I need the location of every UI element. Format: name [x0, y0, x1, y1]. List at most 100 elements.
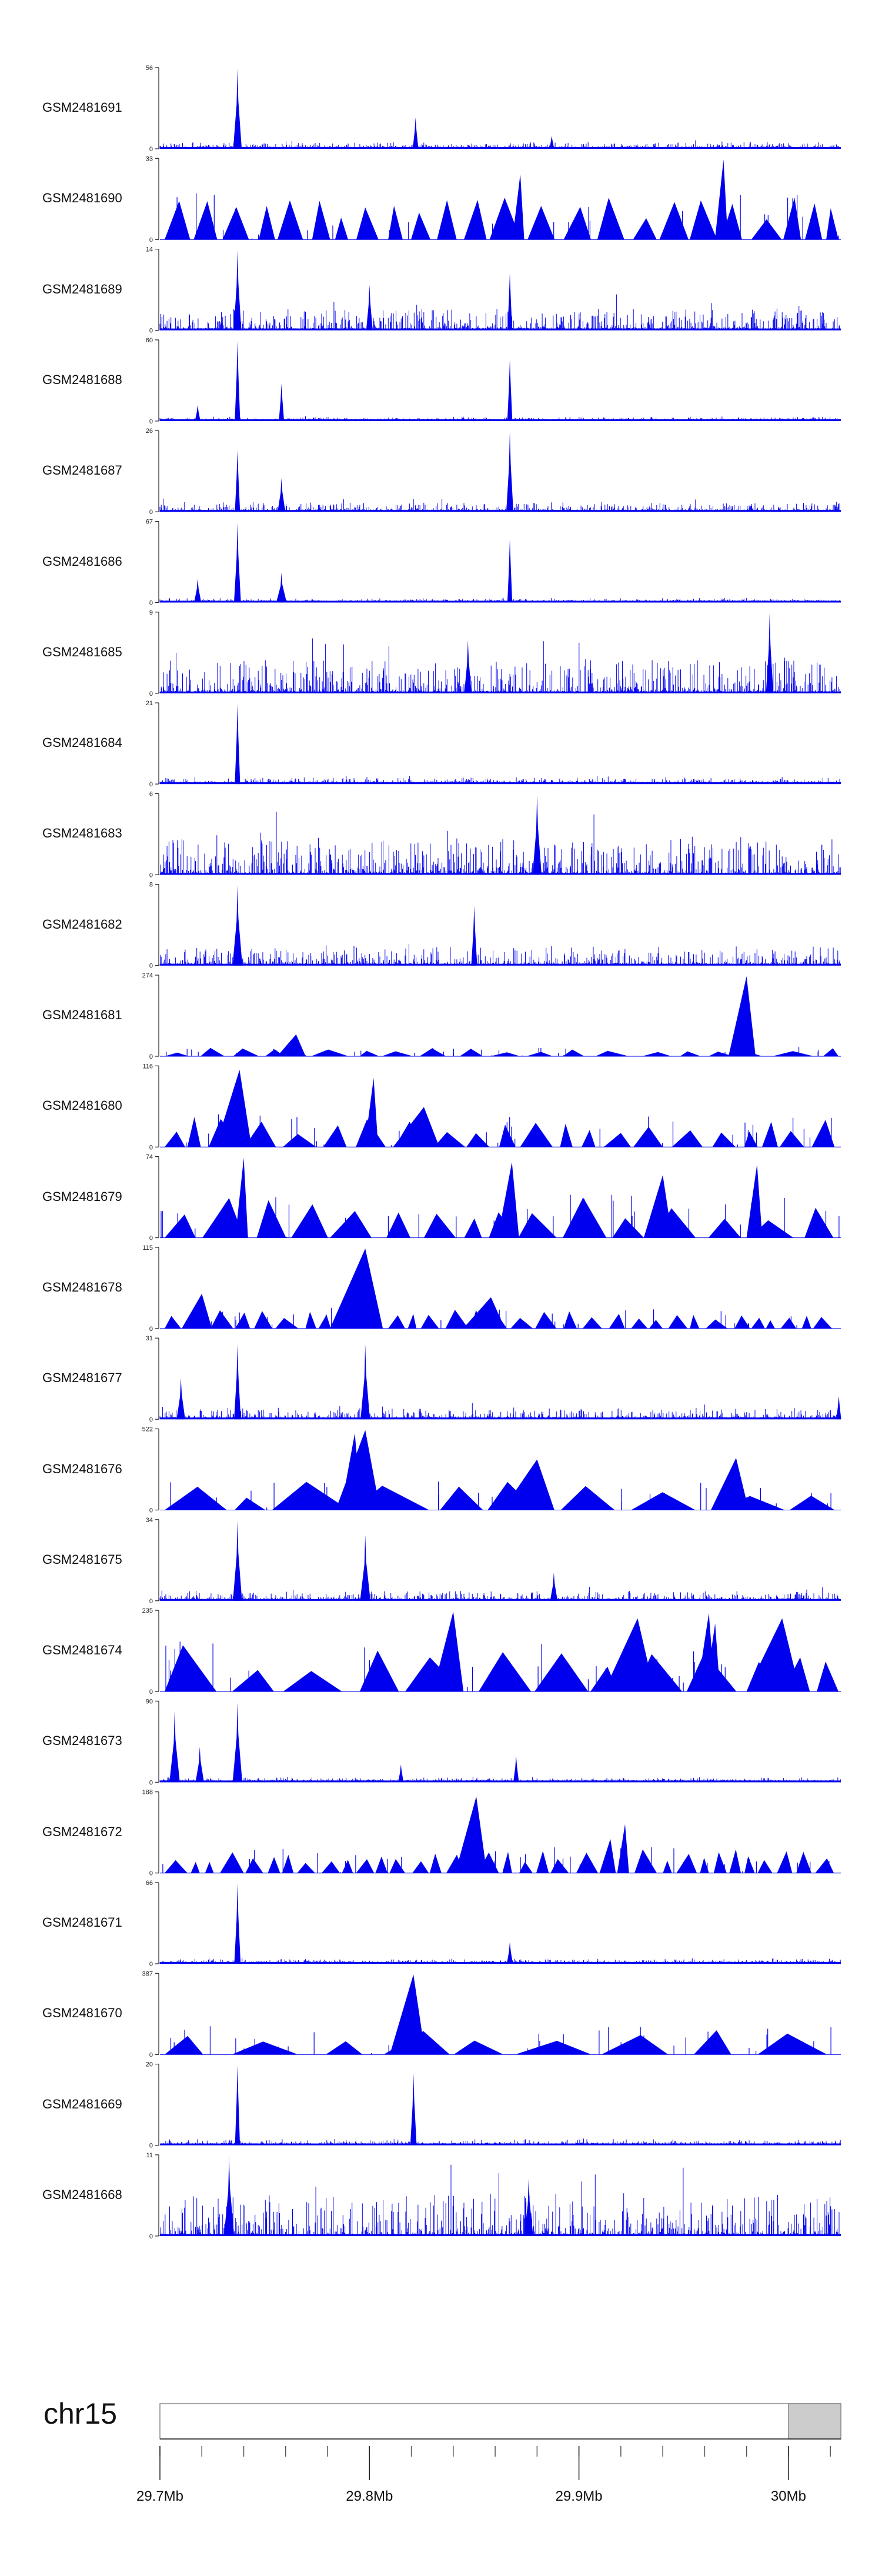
coverage-peak — [507, 359, 513, 421]
coverage-block — [693, 2030, 731, 2055]
coverage-peak — [340, 1433, 362, 1510]
track-GSM2481673: 90 0 — [146, 1698, 841, 1786]
coverage-block — [291, 1204, 328, 1238]
coverage-block — [597, 198, 624, 240]
coverage-peak — [233, 250, 242, 331]
coverage-baseline — [160, 963, 841, 966]
x-tick-label: 29.9Mb — [556, 2488, 603, 2504]
coverage-block — [690, 1314, 700, 1329]
track-label: GSM2481690 — [42, 191, 122, 206]
coverage-baseline — [160, 328, 841, 331]
y-max-label: 60 — [146, 337, 153, 344]
coverage-peak — [194, 578, 202, 603]
coverage-peak — [233, 522, 241, 603]
coverage-block — [796, 1851, 811, 1873]
coverage-block — [356, 207, 379, 240]
coverage-block — [233, 1048, 259, 1056]
coverage-block — [445, 1310, 469, 1329]
y-min-label: 0 — [149, 2143, 153, 2150]
track-label: GSM2481675 — [42, 1551, 122, 1567]
x-tick-label: 29.7Mb — [136, 2488, 183, 2504]
coverage-block — [534, 1653, 589, 1692]
track-label: GSM2481678 — [42, 1279, 122, 1294]
coverage-block — [193, 201, 218, 240]
coverage-peak — [617, 1824, 629, 1873]
y-min-label: 0 — [149, 1689, 153, 1696]
track-label: GSM2481669 — [42, 2096, 122, 2111]
coverage-spikes — [162, 1847, 830, 1873]
coverage-peak — [463, 1297, 505, 1329]
track-GSM2481669: 20 0 — [146, 2061, 841, 2150]
coverage-block — [757, 1860, 773, 1873]
coverage-baseline — [160, 419, 841, 421]
coverage-peak — [232, 1702, 243, 1783]
coverage-block — [318, 1314, 331, 1329]
y-min-label: 0 — [149, 963, 153, 970]
coverage-block — [601, 2035, 669, 2055]
coverage-peak — [643, 1175, 673, 1238]
coverage-peak — [599, 1838, 616, 1873]
coverage-peak — [330, 1248, 383, 1329]
coverage-peak — [532, 795, 542, 875]
track-label: GSM2481670 — [42, 2006, 122, 2021]
coverage-peak — [412, 117, 419, 149]
coverage-peak — [234, 1344, 241, 1420]
track-GSM2481671: 66 0 — [146, 1880, 841, 1968]
coverage-block — [805, 203, 823, 240]
coverage-block — [453, 2040, 504, 2055]
coverage-spikes — [159, 944, 841, 966]
coverage-block — [490, 1052, 520, 1056]
coverage-block — [563, 206, 591, 240]
track-GSM2481689: 14 0 — [146, 246, 841, 335]
y-min-label: 0 — [149, 2233, 153, 2240]
track-GSM2481686: 67 0 — [146, 519, 841, 607]
coverage-block — [191, 1861, 200, 1873]
y-max-label: 235 — [142, 1607, 153, 1614]
coverage-peak — [836, 1396, 841, 1420]
y-min-label: 0 — [149, 1870, 153, 1877]
coverage-block — [275, 1318, 299, 1329]
coverage-peak — [550, 1572, 558, 1601]
coverage-block — [411, 212, 430, 240]
coverage-block — [434, 1132, 466, 1147]
coverage-block — [322, 1861, 340, 1873]
coverage-block — [789, 1496, 835, 1510]
coverage-block — [729, 1849, 741, 1873]
coverage-peak — [364, 1078, 379, 1147]
track-label: GSM2481672 — [42, 1824, 122, 1839]
coverage-peak — [235, 2065, 240, 2145]
coverage-tracks: 5603301406002606709021060802740116074011… — [142, 65, 841, 2240]
coverage-peak — [464, 640, 472, 693]
coverage-block — [560, 1486, 615, 1510]
coverage-peak — [746, 1618, 800, 1692]
coverage-spikes — [159, 812, 841, 875]
y-max-label: 56 — [146, 65, 153, 72]
coverage-spikes — [159, 498, 841, 512]
coverage-block — [734, 1315, 750, 1329]
coverage-spikes — [166, 1047, 830, 1056]
coverage-spikes — [176, 193, 839, 240]
coverage-peak — [705, 1623, 720, 1692]
coverage-spikes — [159, 1403, 841, 1420]
y-max-label: 90 — [146, 1698, 153, 1705]
coverage-peak — [215, 1069, 252, 1147]
track-GSM2481681: 274 0 — [142, 972, 841, 1060]
coverage-block — [709, 1052, 733, 1056]
coverage-peak — [360, 1344, 370, 1420]
coverage-block — [323, 1125, 347, 1147]
track-label: GSM2481674 — [42, 1643, 122, 1658]
coverage-block — [563, 1049, 584, 1056]
y-min-label: 0 — [149, 2051, 153, 2058]
y-max-label: 33 — [146, 155, 153, 162]
track-label: GSM2481688 — [42, 372, 122, 387]
coverage-block — [563, 1197, 607, 1238]
coverage-block — [518, 1213, 557, 1238]
coverage-block — [823, 1048, 838, 1056]
coverage-block — [466, 1133, 490, 1147]
track-label: GSM2481680 — [42, 1098, 122, 1113]
coverage-block — [780, 1317, 797, 1329]
coverage-peak — [766, 613, 774, 693]
coverage-block — [576, 1853, 598, 1873]
coverage-block — [165, 1486, 227, 1510]
coverage-block — [609, 1313, 625, 1329]
